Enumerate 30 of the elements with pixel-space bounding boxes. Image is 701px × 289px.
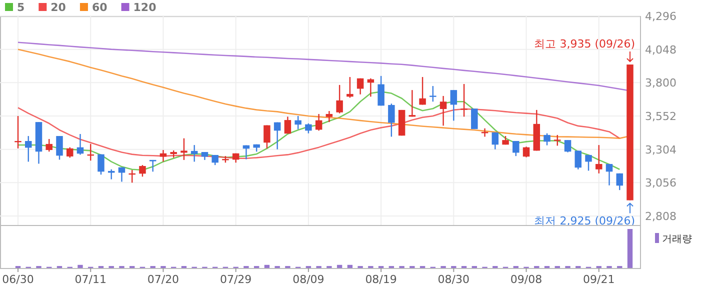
- legend-label: 5: [17, 1, 25, 14]
- legend-item: 5: [5, 1, 25, 14]
- y-tick-label: 3,304: [645, 143, 676, 156]
- y-tick-label: 2,808: [645, 210, 676, 223]
- legend-label: 60: [92, 1, 108, 14]
- x-tick-label: 08/09: [292, 273, 324, 286]
- x-tick-label: 07/20: [147, 273, 180, 286]
- annotation: 최고 3,935 (09/26): [534, 38, 635, 51]
- legend-item: 60: [80, 1, 108, 14]
- x-tick-label: 06/30: [2, 273, 34, 286]
- y-tick-label: 4,296: [645, 10, 676, 23]
- y-tick-label: 3,552: [645, 110, 676, 123]
- x-tick-label: 07/29: [220, 273, 252, 286]
- x-tick-label: 07/11: [74, 273, 106, 286]
- x-tick-label: 08/19: [365, 273, 397, 286]
- x-tick-label: 08/30: [438, 273, 470, 286]
- annotation: 최저 2,925 (09/26): [534, 214, 635, 228]
- legend-label: 120: [133, 1, 157, 14]
- legend-item: 20: [38, 1, 66, 14]
- y-tick-label: 3,800: [645, 76, 676, 90]
- legend-item: 거래량: [655, 233, 692, 245]
- x-tick-label: 09/21: [583, 273, 615, 286]
- legend-label: 20: [50, 1, 66, 14]
- x-tick-label: 09/08: [510, 273, 542, 286]
- y-tick-label: 4,048: [645, 43, 676, 56]
- legend-item: 120: [121, 1, 156, 14]
- annotation: 최저 2,925 (09/26): [534, 202, 635, 228]
- y-tick-label: 3,056: [645, 176, 676, 190]
- legend-label: 거래량: [662, 234, 692, 245]
- annotation: 최고 3,935 (09/26): [534, 38, 635, 62]
